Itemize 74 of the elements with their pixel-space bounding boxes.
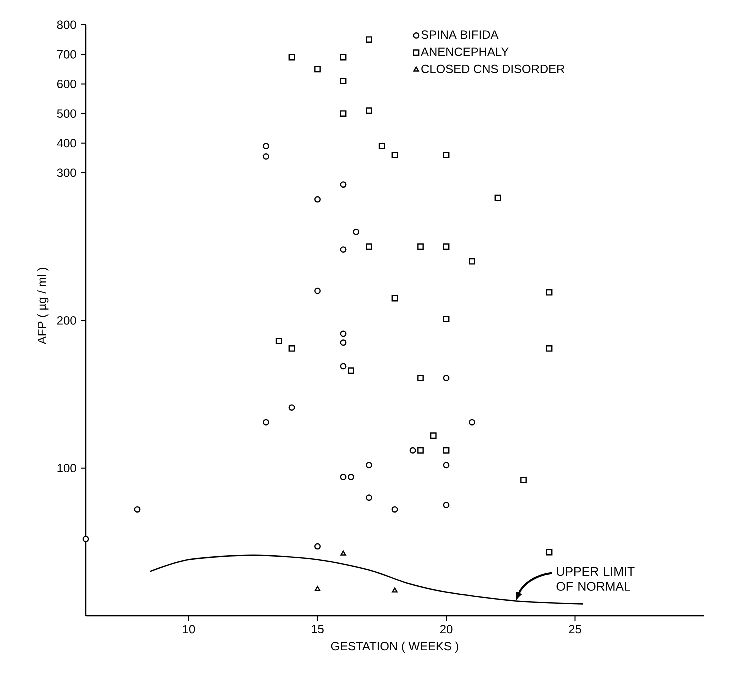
point [340,110,347,117]
point [348,368,354,374]
point [314,586,321,592]
point [392,295,398,302]
point [314,66,321,73]
point [340,182,347,188]
point [469,419,476,426]
point [340,330,347,338]
point [314,196,321,203]
point [288,346,296,352]
point [288,54,296,61]
point [82,536,90,542]
point [546,346,553,352]
point [288,404,296,411]
legend-label: SPINA BIFIDA [422,30,499,40]
y-tick-label: 600 [57,80,76,88]
x-tick-label: 15 [312,625,324,634]
point [443,447,450,454]
y-tick-label: 400 [57,139,76,148]
point [520,476,527,484]
point [340,246,347,253]
point [443,152,450,158]
y-axis-title: AFP ( µg / ml ) [38,268,49,345]
point [340,340,347,346]
point [353,228,360,236]
point [314,543,321,550]
annotation: UPPER LIMIT OF NORMAL [556,567,635,592]
point [546,549,553,556]
point [366,108,372,114]
point [443,462,450,469]
y-tick-label: 700 [57,50,76,59]
point [366,462,372,469]
point [340,78,347,84]
point [418,375,424,382]
legend-label: CLOSED CNS DISORDER [422,64,565,74]
point [366,494,372,502]
point [430,432,437,440]
point [366,36,372,43]
point [418,244,424,250]
x-tick-label: 25 [569,625,582,634]
point [443,375,450,382]
point [392,506,398,513]
point [392,588,398,593]
point [263,143,270,150]
x-axis-title: GESTATION ( WEEKS ) [331,642,458,653]
y-tick-label: 500 [57,110,76,118]
y-tick-label: 100 [58,464,76,473]
point [392,152,398,158]
point [443,502,450,508]
y-tick-label: 800 [57,20,76,30]
point [340,54,347,61]
point [263,419,270,426]
point [276,338,282,345]
point [134,506,141,513]
point [410,447,416,454]
legend-label: ANENCEPHALY [421,48,509,56]
x-tick-label: 10 [183,625,196,634]
point [340,474,347,480]
point [418,447,424,454]
point [546,289,553,296]
point [263,154,270,160]
y-tick-label: 200 [57,316,76,325]
point [378,143,386,150]
point [340,550,346,556]
point [348,474,354,480]
point [469,258,476,265]
x-tick-label: 20 [440,625,453,634]
y-tick-label: 300 [57,168,76,178]
point [443,244,450,250]
point [366,244,372,250]
point [443,316,450,322]
point [314,288,321,294]
point [340,363,347,370]
point [494,194,502,202]
